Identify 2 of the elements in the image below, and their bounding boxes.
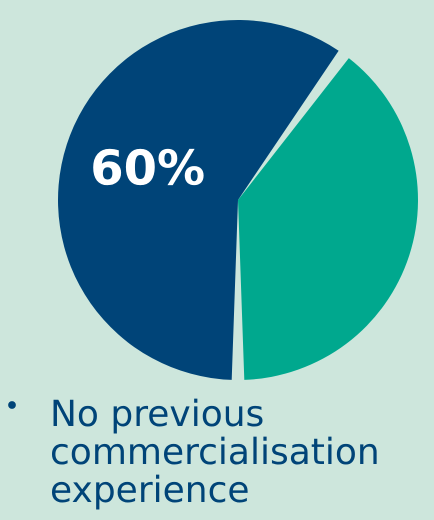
legend-label: No previous commercialisation experience bbox=[50, 394, 380, 511]
data-label: 60% bbox=[90, 140, 206, 197]
